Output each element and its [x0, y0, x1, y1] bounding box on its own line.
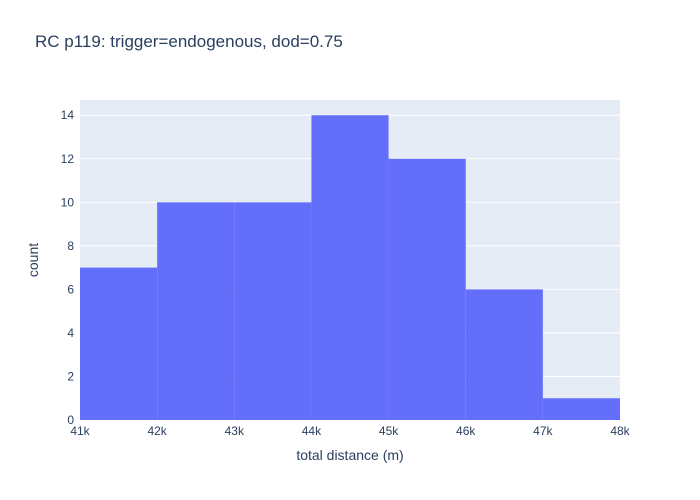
y-axis-ticks: 0 2 4 6 8 10 12 14	[61, 108, 75, 427]
chart-title: RC p119: trigger=endogenous, dod=0.75	[35, 32, 343, 51]
bars	[80, 115, 620, 420]
x-tick-label: 41k	[70, 424, 90, 438]
histogram-bar	[542, 398, 620, 420]
y-tick-label: 6	[67, 282, 74, 296]
histogram-bar	[465, 289, 543, 420]
y-tick-label: 12	[61, 152, 75, 166]
x-tick-label: 43k	[225, 424, 245, 438]
x-tick-label: 48k	[610, 424, 630, 438]
y-tick-label: 14	[61, 108, 75, 122]
x-tick-label: 46k	[456, 424, 476, 438]
y-tick-label: 2	[67, 369, 74, 383]
x-tick-label: 42k	[147, 424, 167, 438]
histogram-bar	[311, 115, 389, 420]
y-tick-label: 10	[61, 195, 75, 209]
x-axis-label: total distance (m)	[296, 447, 403, 463]
y-axis-label: count	[25, 243, 41, 277]
histogram-bar	[157, 202, 235, 420]
x-axis-ticks: 41k 42k 43k 44k 45k 46k 47k 48k	[70, 424, 630, 438]
y-tick-label: 4	[67, 326, 74, 340]
x-tick-label: 45k	[379, 424, 399, 438]
x-tick-label: 47k	[533, 424, 553, 438]
histogram-bar	[388, 158, 466, 420]
y-tick-label: 8	[67, 239, 74, 253]
y-tick-label: 0	[67, 413, 74, 427]
x-tick-label: 44k	[302, 424, 322, 438]
histogram-bar	[80, 267, 158, 420]
histogram-bar	[234, 202, 312, 420]
